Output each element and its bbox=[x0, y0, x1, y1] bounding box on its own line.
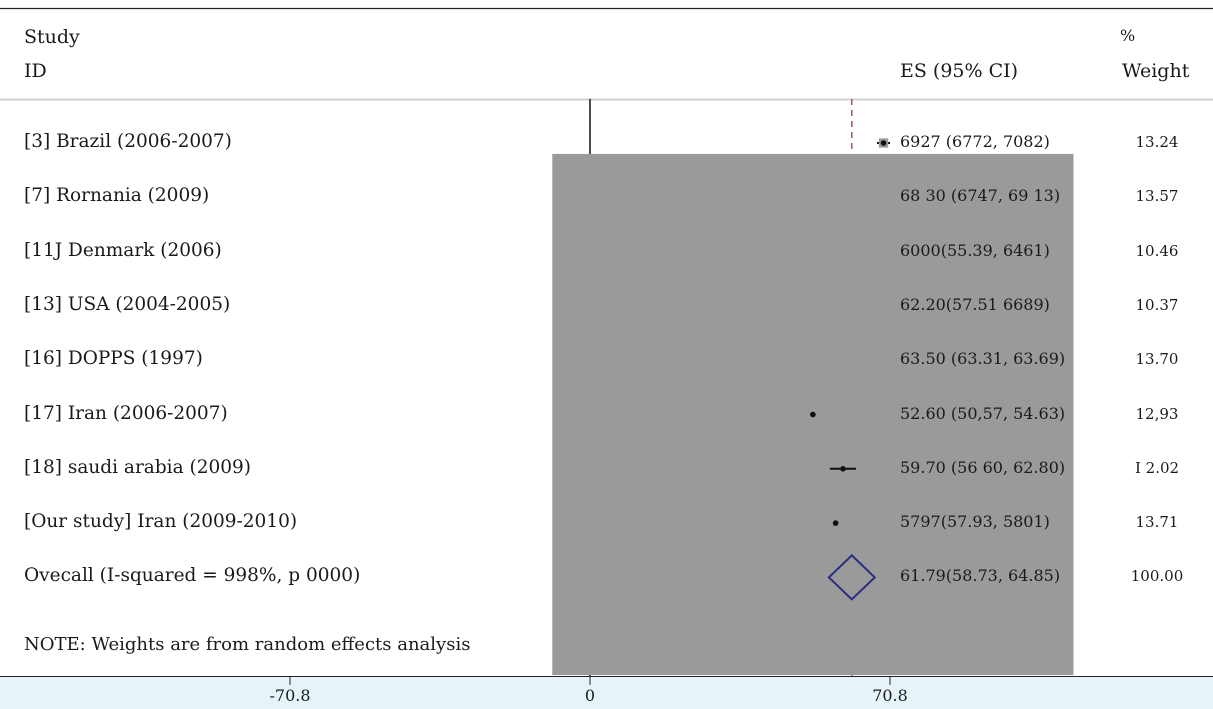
study-label: [7] Rornania (2009) bbox=[24, 185, 210, 207]
x-tick-label: -70.8 bbox=[269, 686, 311, 705]
x-axis-band bbox=[0, 676, 1213, 709]
es-ci-value: 62.20(57.51 6689) bbox=[900, 294, 1050, 314]
es-ci-value: 68 30 (6747, 69 13) bbox=[900, 186, 1061, 206]
es-ci-value: 6000(55.39, 6461) bbox=[900, 240, 1050, 260]
study-label: [Our study] Iran (2009-2010) bbox=[24, 511, 298, 533]
point-estimate bbox=[832, 520, 839, 526]
weight-value: 10.46 bbox=[1135, 241, 1179, 260]
header-id: ID bbox=[24, 60, 47, 82]
study-label: [18] saudi arabia (2009) bbox=[24, 456, 252, 478]
x-tick-label: 0 bbox=[584, 686, 596, 705]
study-label: [16] DOPPS (1997) bbox=[24, 348, 203, 370]
study-label: [3] Brazil (2006-2007) bbox=[24, 131, 232, 152]
es-ci-value: 6927 (6772, 7082) bbox=[900, 132, 1050, 151]
weight-value: 13.57 bbox=[1135, 187, 1179, 206]
point-estimate bbox=[810, 411, 816, 418]
es-ci-value: 5797(57.93, 5801) bbox=[900, 512, 1050, 532]
weight-value: 13.24 bbox=[1135, 133, 1179, 151]
x-tick-label: 70.8 bbox=[872, 686, 908, 705]
weight-value: I 2.02 bbox=[1134, 458, 1180, 477]
point-estimate bbox=[840, 466, 846, 472]
header-weight: Weight bbox=[1122, 60, 1190, 82]
overall-label: Ovecall (I-squared = 998%, p 0000) bbox=[24, 565, 361, 587]
overall-weight-value: 100.00 bbox=[1130, 567, 1184, 586]
study-label: [13] USA (2004-2005) bbox=[24, 293, 231, 315]
es-ci-value: 63.50 (63.31, 63.69) bbox=[900, 349, 1066, 369]
overall-diamond bbox=[827, 554, 877, 601]
weight-value: 12,93 bbox=[1135, 404, 1179, 423]
weight-value: 13.70 bbox=[1135, 350, 1179, 369]
study-label: [17] Iran (2006-2007) bbox=[24, 402, 228, 424]
es-ci-value: 59.70 (56 60, 62.80) bbox=[900, 457, 1066, 477]
study-label: [11J Denmark (2006) bbox=[24, 239, 222, 261]
point-estimate bbox=[880, 140, 887, 146]
weight-value: 10.37 bbox=[1135, 295, 1179, 314]
es-ci-value: 52.60 (50,57, 54.63) bbox=[900, 403, 1066, 423]
overall-es-ci-value: 61.79(58.73, 64.85) bbox=[900, 566, 1061, 586]
header-study: Study bbox=[24, 26, 80, 48]
header-es-ci: ES (95% CI) bbox=[900, 60, 1019, 82]
weights-note: NOTE: Weights are from random effects an… bbox=[24, 634, 471, 655]
weight-value: 13.71 bbox=[1135, 513, 1179, 532]
header-percent: % bbox=[1120, 26, 1136, 45]
